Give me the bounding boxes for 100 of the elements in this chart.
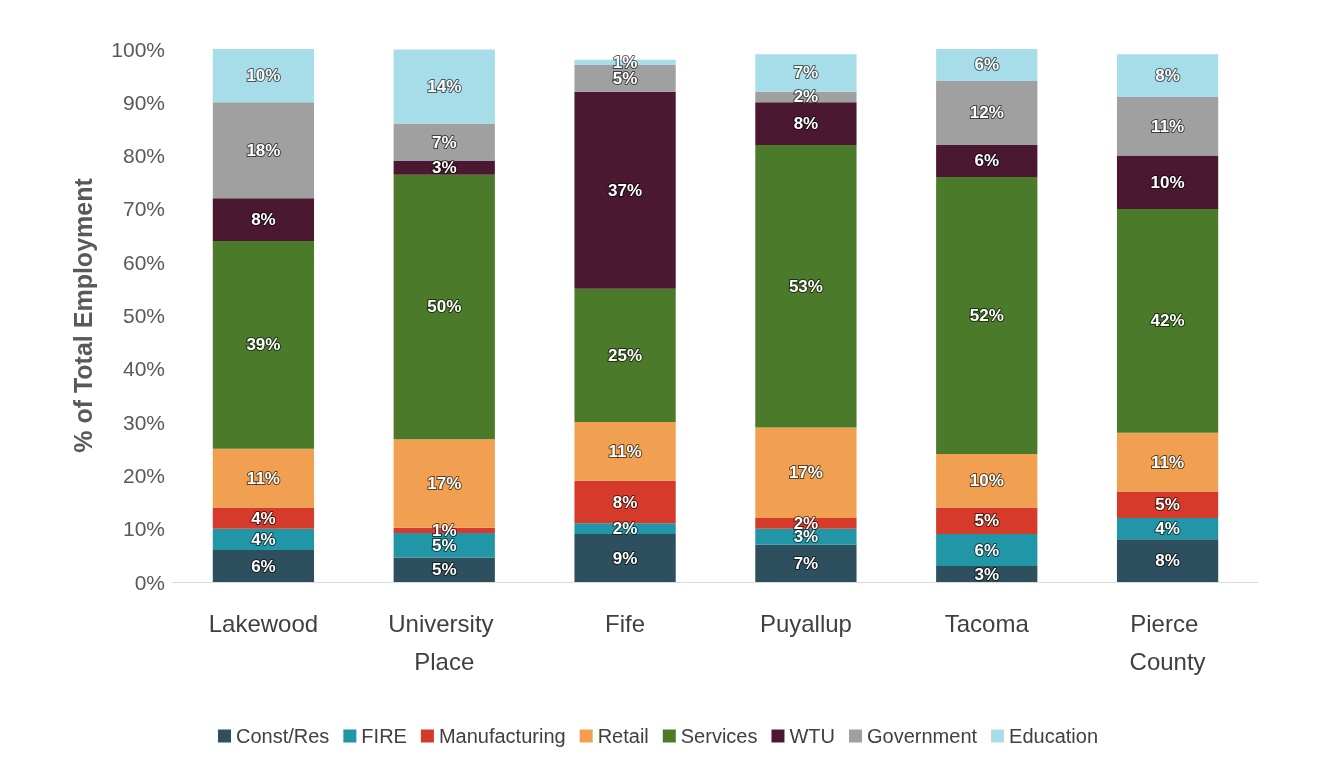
- data-label: 8%: [612, 492, 638, 512]
- data-label: 4%: [251, 508, 276, 528]
- bar: [936, 80, 1038, 145]
- data-label: 14%: [427, 77, 462, 97]
- data-label: 8%: [1155, 66, 1180, 86]
- bar: [1116, 54, 1219, 97]
- y-tick-label: 50%: [122, 304, 165, 327]
- data-label: 11%: [1151, 116, 1185, 136]
- x-tick-label: Puyallup: [759, 609, 852, 637]
- data-label: 8%: [793, 114, 819, 134]
- bar: [755, 144, 857, 428]
- legend-label: Services: [680, 725, 758, 747]
- data-label: 7%: [431, 132, 457, 152]
- y-tick-label: 10%: [122, 517, 165, 541]
- bar: [212, 550, 315, 582]
- bar: [574, 534, 676, 582]
- bar: [212, 448, 315, 508]
- data-label: 10%: [1150, 172, 1185, 192]
- data-label: 5%: [1155, 495, 1180, 515]
- x-tick-label: Tacoma: [944, 609, 1030, 637]
- y-tick-label: 40%: [122, 357, 165, 381]
- x-tick-label: Pierce County: [1129, 609, 1206, 675]
- data-label: 5%: [431, 535, 457, 555]
- bar: [212, 198, 315, 241]
- data-label: 4%: [251, 529, 276, 549]
- bar: [574, 422, 676, 481]
- data-label: 7%: [793, 553, 819, 573]
- y-tick-label: 80%: [122, 144, 165, 168]
- data-label: 6%: [251, 556, 276, 576]
- legend-label: Const/Res: [235, 725, 330, 747]
- bar: [755, 102, 857, 145]
- bar: [574, 288, 676, 423]
- bar: [393, 123, 495, 161]
- data-label: 6%: [974, 55, 1000, 75]
- bar: [1116, 539, 1219, 582]
- y-tick-label: 100%: [111, 37, 165, 61]
- legend-label: Retail: [597, 725, 649, 747]
- bar: [755, 427, 857, 519]
- bar: [1116, 96, 1219, 156]
- data-label: 52%: [969, 306, 1004, 325]
- y-axis-title: % of Total Employment: [68, 177, 97, 453]
- data-label: 18%: [246, 140, 281, 160]
- data-label: 5%: [974, 511, 1000, 531]
- data-label: 10%: [969, 471, 1004, 491]
- bar: [755, 54, 857, 92]
- data-label: 3%: [431, 158, 457, 178]
- data-label: 9%: [612, 548, 638, 568]
- data-label: 7%: [793, 63, 819, 83]
- bar: [574, 91, 676, 289]
- bar: [393, 49, 495, 124]
- y-tick-label: 30%: [122, 410, 165, 434]
- bar: [212, 49, 315, 103]
- data-label: 2%: [612, 519, 638, 539]
- y-tick-label: 0%: [134, 570, 165, 594]
- data-label: 17%: [427, 473, 462, 493]
- data-label: 12%: [969, 103, 1004, 123]
- x-tick-label: Fife: [605, 609, 646, 637]
- data-label: 11%: [1151, 452, 1185, 472]
- bar: [1116, 155, 1219, 209]
- data-label: 4%: [1155, 519, 1180, 539]
- x-tick-label: Lakewood: [208, 609, 319, 637]
- bar: [936, 534, 1038, 567]
- data-label: 37%: [608, 180, 643, 200]
- bar: [936, 49, 1038, 81]
- y-tick-label: 60%: [122, 250, 165, 274]
- bar: [936, 144, 1038, 177]
- legend-label: FIRE: [361, 725, 407, 747]
- data-label: 11%: [608, 441, 642, 461]
- data-label: 39%: [246, 335, 281, 355]
- y-tick-label: 90%: [122, 90, 165, 114]
- bar: [1116, 432, 1219, 492]
- data-label: 42%: [1150, 311, 1185, 331]
- data-label: 8%: [251, 210, 276, 230]
- bar: [936, 176, 1038, 455]
- data-label: 53%: [788, 276, 823, 296]
- bar: [936, 454, 1038, 508]
- data-label: 10%: [246, 66, 281, 86]
- data-label: 5%: [612, 68, 638, 88]
- bar: [212, 102, 315, 199]
- bar: [212, 240, 315, 449]
- data-label: 17%: [788, 463, 823, 483]
- bar: [755, 544, 857, 582]
- legend-label: Education: [1009, 725, 1099, 747]
- legend-label: WTU: [789, 725, 836, 747]
- bar: [1116, 208, 1219, 433]
- legend-label: Government: [867, 725, 978, 747]
- data-label: 11%: [246, 468, 280, 488]
- data-label: 8%: [1155, 551, 1180, 571]
- bar: [393, 174, 495, 440]
- data-label: 25%: [608, 345, 643, 365]
- y-tick-label: 70%: [122, 197, 165, 221]
- data-label: 3%: [974, 564, 1000, 584]
- x-tick-label: University Place: [388, 609, 501, 675]
- data-label: 5%: [431, 560, 457, 580]
- data-label: 50%: [427, 297, 462, 317]
- y-tick-label: 20%: [122, 463, 165, 487]
- data-label: 2%: [793, 87, 819, 107]
- bar: [574, 480, 676, 524]
- legend-label: Manufacturing: [438, 725, 566, 747]
- data-label: 6%: [974, 540, 1000, 560]
